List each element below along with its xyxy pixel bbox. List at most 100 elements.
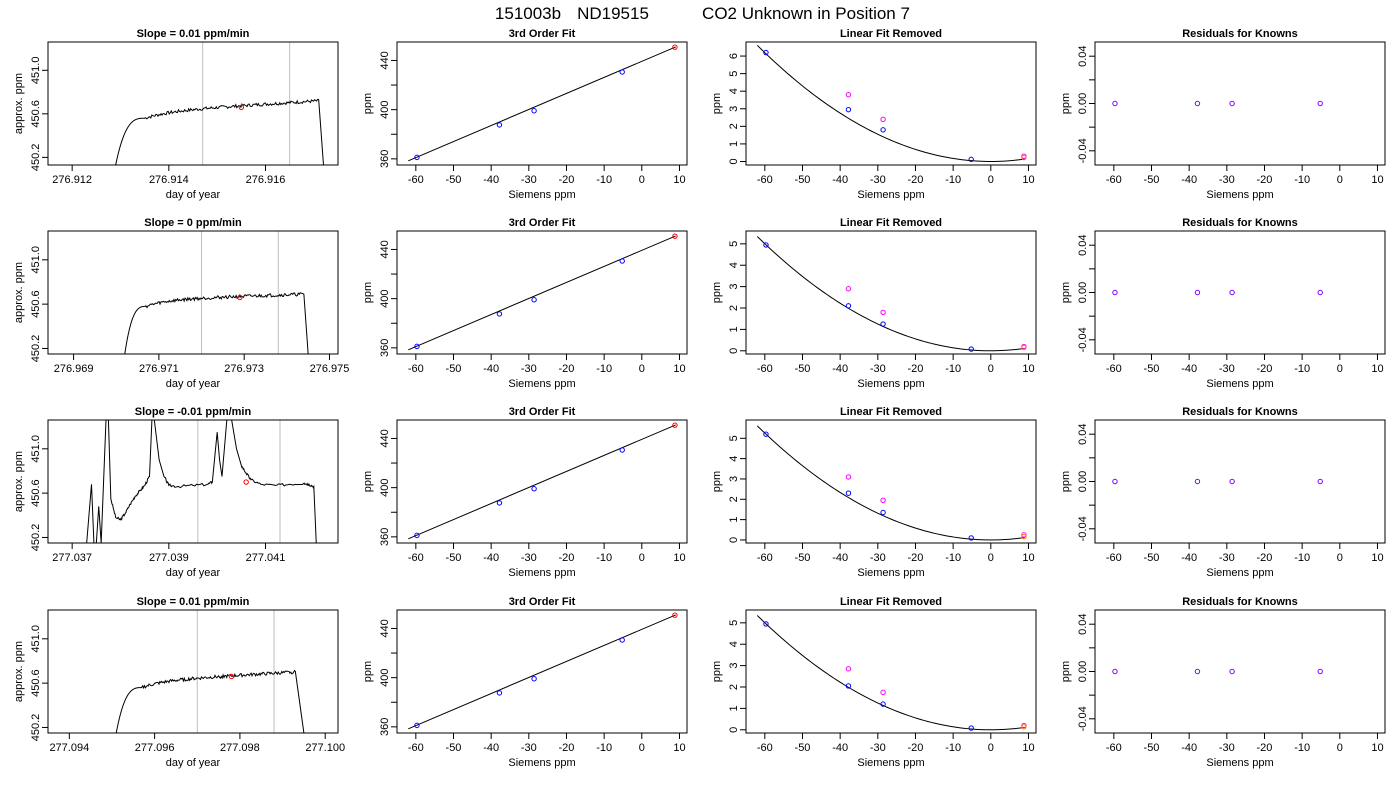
x-tick-label: -50 — [795, 552, 811, 564]
y-tick-label: 400 — [379, 289, 391, 307]
y-tick-label: 450.6 — [30, 479, 42, 507]
x-tick-label: -20 — [908, 552, 924, 564]
x-tick-label: -20 — [559, 552, 575, 564]
y-tick-label: 450.6 — [30, 290, 42, 318]
x-tick-label: -30 — [870, 552, 886, 564]
x-tick-label: 0 — [988, 552, 994, 564]
figure-title-part-2: ND19515 — [577, 4, 649, 23]
x-tick-label: -20 — [559, 363, 575, 375]
y-axis-label: ppm — [362, 93, 374, 114]
y-tick-label: 360 — [379, 718, 391, 736]
y-axis-label: approx. ppm — [13, 262, 25, 323]
chart-panel: Linear Fit Removed -60 -50 -40 -30 -20 -10 0 10 0… — [711, 217, 1037, 390]
residual-point — [1317, 478, 1323, 485]
x-tick-label: -60 — [757, 363, 773, 375]
chart-title: 3rd Order Fit — [509, 596, 576, 608]
plot-frame — [396, 41, 688, 166]
known-point — [619, 258, 625, 264]
average-marker — [237, 294, 243, 301]
x-tick-label: 277.094 — [49, 742, 89, 754]
residual-point — [1194, 478, 1201, 485]
unknown-point — [1021, 154, 1027, 161]
residual-point — [1229, 289, 1235, 296]
y-tick-label: 0.04 — [1077, 613, 1089, 634]
residual-point — [1317, 289, 1323, 296]
chart-panel: 3rd Order Fit -60 -50 -40 -30 -20 -10 0 10 360 400… — [362, 217, 688, 390]
y-tick-label: 2 — [728, 684, 740, 690]
x-tick-label: 10 — [1022, 552, 1034, 564]
x-tick-label: -30 — [1219, 552, 1235, 564]
chart-title: Slope = -0.01 ppm/min — [135, 406, 252, 418]
plot-area — [115, 42, 324, 165]
chart-panel: Residuals for Knowns -60 -50 -40 -30 -20 -10 0 1… — [1060, 28, 1386, 201]
y-tick-label: 400 — [379, 668, 391, 686]
x-tick-label: -20 — [908, 363, 924, 375]
plot-area — [408, 612, 678, 730]
x-tick-label: -30 — [1219, 363, 1235, 375]
x-tick-label: -30 — [870, 174, 886, 186]
plot-area — [1112, 289, 1323, 296]
x-tick-label: 10 — [1371, 552, 1383, 564]
plot-frame — [47, 41, 339, 166]
chart-title: Linear Fit Removed — [840, 406, 942, 418]
known-point — [496, 500, 503, 506]
plot-frame — [745, 609, 1037, 734]
known-point — [414, 532, 420, 539]
x-tick-label: -10 — [1294, 363, 1310, 375]
known-point — [880, 127, 886, 133]
x-tick-label: 10 — [673, 552, 685, 564]
x-tick-label: -10 — [945, 363, 961, 375]
chart-title: Residuals for Knowns — [1182, 406, 1298, 418]
y-tick-label: -0.04 — [1077, 516, 1089, 541]
x-tick-label: -60 — [757, 174, 773, 186]
known-point — [619, 69, 625, 75]
known-point — [880, 701, 886, 707]
x-tick-label: -30 — [521, 363, 537, 375]
fit-curve — [756, 44, 1025, 162]
y-tick-label: 0.00 — [1077, 282, 1089, 303]
x-tick-label: -60 — [408, 174, 424, 186]
x-tick-label: 10 — [673, 742, 685, 754]
x-tick-label: 276.912 — [52, 174, 92, 186]
known-point — [531, 108, 537, 114]
panel-grid: Slope = 0.01 ppm/min 276.912 276.914 276.91… — [13, 28, 1386, 769]
x-tick-label: -30 — [521, 174, 537, 186]
x-tick-label: -50 — [446, 552, 462, 564]
known-point — [845, 303, 852, 309]
x-tick-label: -30 — [1219, 742, 1235, 754]
y-tick-label: 440 — [379, 51, 391, 69]
y-tick-label: 0.04 — [1077, 45, 1089, 66]
x-tick-label: -60 — [1106, 742, 1122, 754]
x-tick-label: -50 — [1144, 174, 1160, 186]
chart-title: Slope = 0.01 ppm/min — [137, 28, 250, 40]
x-tick-label: -20 — [1257, 174, 1273, 186]
x-axis-label: Siemens ppm — [508, 189, 575, 201]
x-tick-label: -10 — [945, 174, 961, 186]
chart-panel: 3rd Order Fit -60 -50 -40 -30 -20 -10 0 10 360 400… — [362, 596, 688, 769]
y-tick-label: 2 — [728, 496, 740, 502]
y-tick-label: 3 — [728, 284, 740, 290]
chart-panel: Slope = 0 ppm/min 276.969 276.971 276.973 27… — [13, 217, 349, 390]
x-tick-label: 277.096 — [135, 742, 175, 754]
y-tick-label: 360 — [379, 339, 391, 357]
y-tick-label: 1 — [728, 141, 740, 147]
x-tick-label: 277.098 — [220, 742, 260, 754]
chart-title: Linear Fit Removed — [840, 217, 942, 229]
y-tick-label: 5 — [728, 71, 740, 77]
residual-point — [1317, 668, 1323, 675]
known-point — [880, 321, 886, 327]
linear-removed-point — [845, 666, 852, 672]
residual-point — [1317, 100, 1323, 107]
fit-line — [408, 235, 676, 351]
y-axis-label: ppm — [1060, 661, 1072, 682]
plot-area — [1112, 668, 1323, 675]
y-axis-label: approx. ppm — [13, 73, 25, 134]
x-tick-label: -60 — [757, 742, 773, 754]
y-tick-label: 1 — [728, 326, 740, 332]
x-tick-label: -50 — [446, 742, 462, 754]
known-point — [496, 311, 503, 317]
known-point — [845, 490, 852, 496]
residual-point — [1112, 668, 1118, 675]
average-marker — [243, 479, 249, 485]
x-tick-label: -40 — [483, 552, 499, 564]
